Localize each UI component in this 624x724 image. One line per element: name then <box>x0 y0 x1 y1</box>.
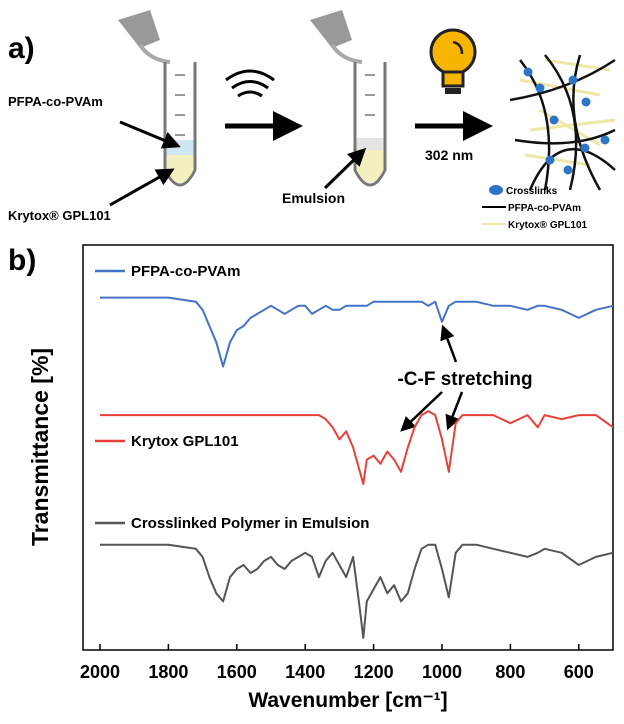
panel-label: a) <box>8 32 35 65</box>
network <box>510 55 615 190</box>
x-axis-label: Wavenumber [cm⁻¹] <box>248 689 447 712</box>
cap-hinge <box>332 45 362 62</box>
annotation: -C-F stretching <box>397 369 532 390</box>
polymer-label: PFPA-co-PVAm <box>8 94 103 109</box>
emulsion-top <box>357 138 384 150</box>
wavelength-label: 302 nm <box>425 147 473 163</box>
graduations <box>175 75 185 135</box>
cap <box>118 10 160 48</box>
emulsion-label: Emulsion <box>282 190 345 206</box>
series-label: Crosslinked Polymer in Emulsion <box>131 515 369 532</box>
x-tick-label: 800 <box>495 662 525 682</box>
x-tick-label: 2000 <box>80 662 120 682</box>
arrow <box>110 170 172 205</box>
figure: a) PFPA-co-PVAm Krytox® GPL101 Emulsion <box>0 0 624 719</box>
x-tick-label: 1600 <box>217 662 257 682</box>
x-tick-label: 1200 <box>354 662 394 682</box>
panel-label: b) <box>8 244 36 277</box>
legend-crosslinks: Crosslinks <box>506 186 558 197</box>
legend-oil: Krytox® GPL101 <box>508 220 588 231</box>
y-axis-label: Transmittance [%] <box>27 348 53 546</box>
arrow <box>120 122 178 146</box>
series-line <box>100 545 613 638</box>
schematic: a) PFPA-co-PVAm Krytox® GPL101 Emulsion <box>8 10 615 231</box>
x-tick-label: 1400 <box>285 662 325 682</box>
legend-dot <box>489 185 503 195</box>
cap-hinge <box>140 45 170 62</box>
legend-polymer: PFPA-co-PVAm <box>508 203 581 214</box>
oil-label: Krytox® GPL101 <box>8 208 111 223</box>
cap <box>310 10 352 48</box>
ultrasound-waves <box>226 71 274 96</box>
series-label: Krytox GPL101 <box>131 433 239 450</box>
series-line <box>100 298 613 367</box>
graduations <box>365 75 375 115</box>
series-label: PFPA-co-PVAm <box>131 263 240 280</box>
x-tick-label: 1000 <box>422 662 462 682</box>
x-tick-label: 600 <box>564 662 594 682</box>
light-bulb <box>431 30 475 94</box>
x-tick-label: 1800 <box>148 662 188 682</box>
